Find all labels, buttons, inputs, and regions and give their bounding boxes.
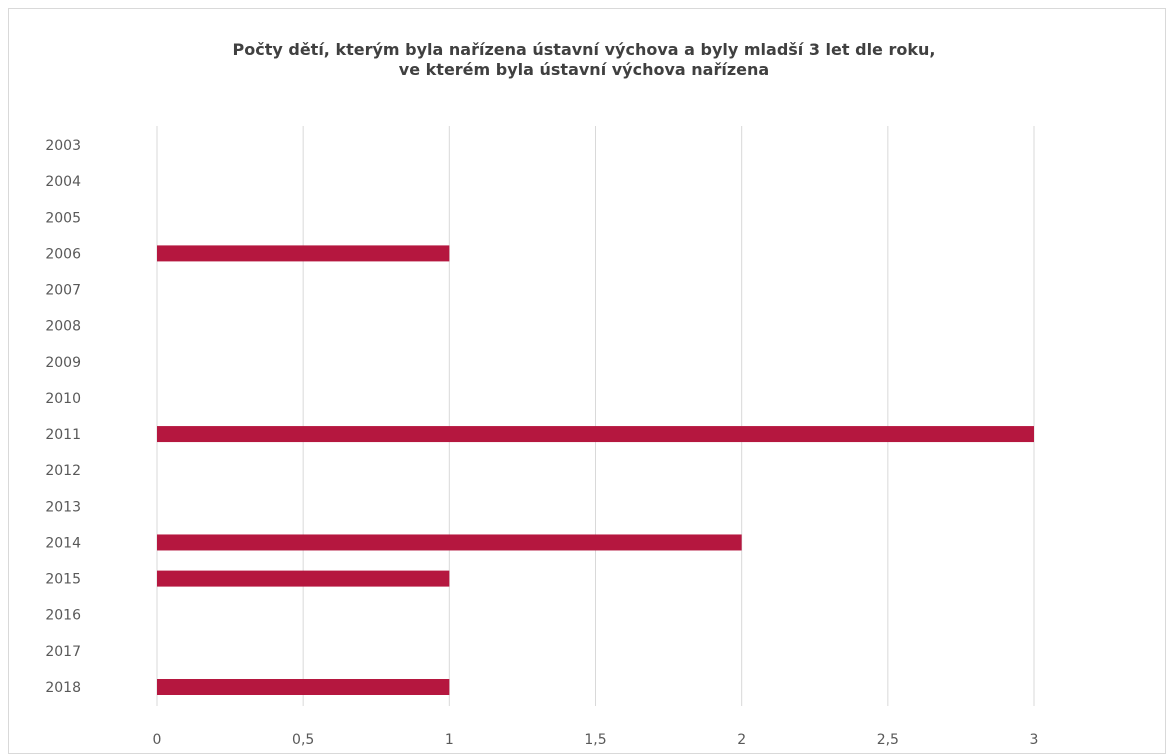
y-tick-label: 2011 bbox=[45, 427, 81, 443]
x-tick-label: 1 bbox=[445, 732, 454, 748]
y-tick-label: 2008 bbox=[45, 319, 81, 335]
x-tick-label: 0,5 bbox=[292, 732, 314, 748]
x-tick-label: 3 bbox=[1030, 732, 1039, 748]
chart-frame bbox=[8, 8, 1166, 754]
y-tick-label: 2012 bbox=[45, 463, 81, 479]
bar-2006 bbox=[157, 245, 450, 262]
chart-title-line-2: ve kterém byla ústavní výchova nařízena bbox=[398, 60, 770, 79]
chart-title: Počty dětí, kterým byla nařízena ústavní… bbox=[0, 40, 1168, 80]
x-tick-label: 2,5 bbox=[877, 732, 899, 748]
y-axis-labels: 2003 2004 2005 2006 2007 2008 2009 2010 2011 2012… bbox=[45, 138, 81, 696]
y-tick-label: 2006 bbox=[45, 246, 81, 262]
y-tick-label: 2007 bbox=[45, 283, 81, 299]
y-tick-label: 2010 bbox=[45, 391, 81, 407]
y-tick-label: 2003 bbox=[45, 138, 81, 154]
y-tick-label: 2017 bbox=[45, 644, 81, 660]
y-tick-label: 2009 bbox=[45, 355, 81, 371]
y-tick-label: 2013 bbox=[45, 499, 81, 515]
y-tick-label: 2016 bbox=[45, 608, 81, 624]
x-tick-label: 2 bbox=[737, 732, 746, 748]
x-axis-labels: 0 0,5 1 1,5 2 2,5 3 bbox=[153, 732, 1039, 748]
chart-title-line-1: Počty dětí, kterým byla nařízena ústavní… bbox=[232, 40, 936, 59]
y-tick-label: 2014 bbox=[45, 535, 81, 551]
bar-2011 bbox=[157, 426, 1034, 443]
y-tick-label: 2015 bbox=[45, 572, 81, 588]
y-tick-label: 2005 bbox=[45, 210, 81, 226]
bar-2018 bbox=[157, 679, 450, 695]
bars bbox=[157, 245, 1034, 695]
bar-2015 bbox=[157, 570, 450, 587]
bar-2014 bbox=[157, 534, 742, 551]
gridlines bbox=[156, 126, 1035, 706]
y-tick-label: 2018 bbox=[45, 680, 81, 696]
x-tick-label: 1,5 bbox=[584, 732, 606, 748]
y-tick-label: 2004 bbox=[45, 174, 81, 190]
x-tick-label: 0 bbox=[153, 732, 162, 748]
